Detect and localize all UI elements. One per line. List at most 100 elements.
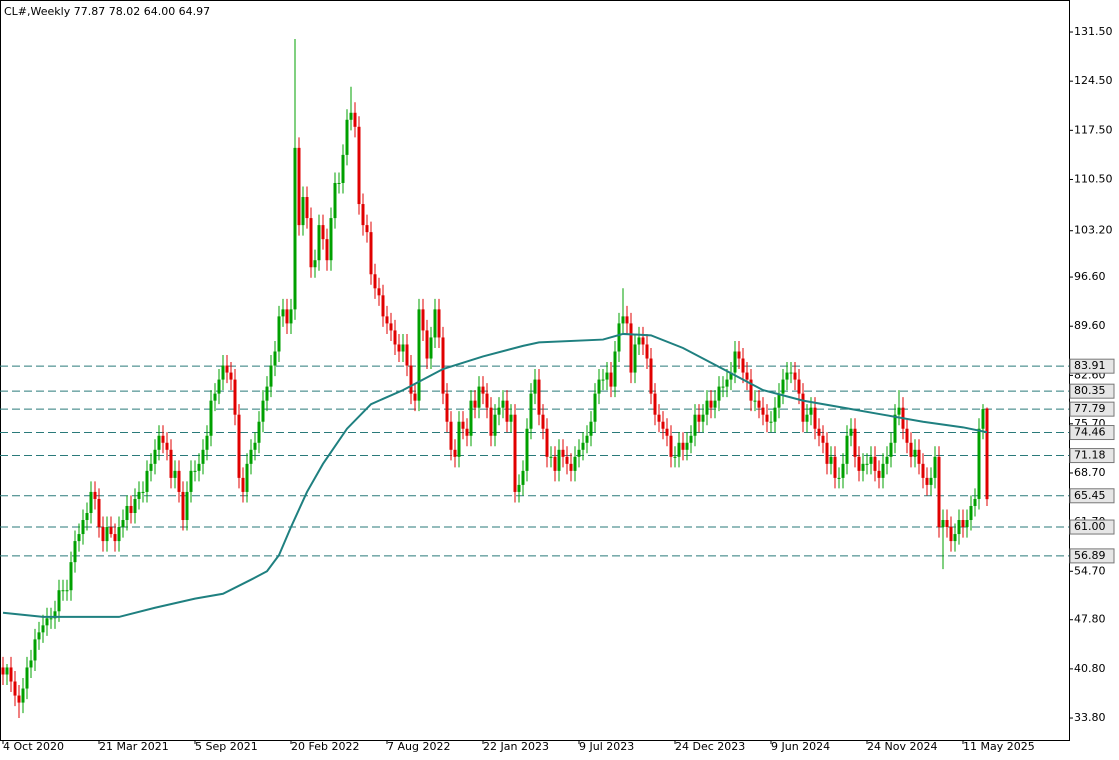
candle-body (809, 407, 813, 415)
candle-body (317, 225, 321, 261)
candle-body (245, 463, 249, 492)
y-tick-label: 96.60 (1074, 270, 1106, 283)
candle-body (585, 435, 589, 443)
candle-body (505, 400, 509, 422)
candle-body (673, 456, 677, 458)
candle-body (313, 260, 317, 268)
candle-body (981, 409, 985, 429)
level-label-box (1069, 358, 1115, 374)
candle-body (81, 520, 85, 535)
candle-body (153, 449, 157, 464)
candle-body (649, 358, 653, 394)
candle-body (341, 154, 345, 183)
candle-body (253, 442, 257, 450)
candle-body (829, 456, 833, 464)
candle-body (641, 337, 645, 345)
candle-body (13, 681, 17, 696)
candle-body (129, 505, 133, 513)
candle-body (537, 379, 541, 415)
candle-body (377, 288, 381, 296)
x-tick-label: 21 Mar 2021 (99, 740, 169, 753)
candle-body (321, 225, 325, 240)
candle-body (541, 414, 545, 429)
candle-body (889, 442, 893, 457)
candle-body (133, 498, 137, 513)
candle-body (489, 407, 493, 436)
candle-body (113, 534, 117, 542)
candle-body (449, 421, 453, 450)
candle-body (529, 393, 533, 429)
candle-body (545, 428, 549, 457)
candle-body (481, 386, 485, 394)
candle-body (241, 477, 245, 492)
candle-body (565, 456, 569, 464)
candle-body (409, 365, 413, 394)
candle-body (741, 358, 745, 373)
candle-body (493, 414, 497, 436)
candle-body (677, 442, 681, 457)
candle-body (881, 463, 885, 478)
candle-body (193, 470, 197, 472)
candle-body (653, 393, 657, 415)
candle-body (237, 414, 241, 478)
level-label: 71.18 (1074, 449, 1106, 462)
candle-body (637, 337, 641, 345)
candle-body (825, 442, 829, 464)
candle-body (937, 456, 941, 528)
candle-body (769, 421, 773, 423)
level-label: 61.00 (1074, 520, 1106, 533)
candle-body (53, 611, 57, 619)
candle-body (645, 344, 649, 359)
candle-body (897, 407, 901, 415)
candle-body (705, 400, 709, 415)
candle-body (273, 351, 277, 366)
candle-body (57, 590, 61, 612)
candle-body (573, 456, 577, 471)
candle-body (793, 372, 797, 380)
candle-body (797, 379, 801, 394)
candle-body (749, 379, 753, 401)
candle-body (337, 182, 341, 184)
candle-body (701, 414, 705, 422)
candle-body (89, 491, 93, 513)
candle-body (729, 372, 733, 380)
candle-body (69, 562, 73, 591)
candle-body (393, 330, 397, 345)
level-label: 77.79 (1074, 402, 1106, 415)
candle-body (613, 351, 617, 387)
level-label-box (1069, 401, 1115, 417)
candle-body (325, 239, 329, 261)
candle-body (685, 442, 689, 450)
candle-body (929, 477, 933, 485)
candle-body (625, 316, 629, 324)
candle-body (857, 456, 861, 471)
candle-body (497, 407, 501, 415)
candle-body (785, 372, 789, 380)
candle-body (217, 379, 221, 394)
candle-body (557, 449, 561, 471)
level-label-box (1069, 448, 1115, 464)
candle-body (121, 520, 125, 528)
candle-body (905, 428, 909, 443)
candle-body (469, 400, 473, 436)
candle-body (589, 421, 593, 436)
candle-body (873, 456, 877, 471)
candle-body (301, 197, 305, 226)
x-tick-label: 24 Dec 2023 (675, 740, 745, 753)
candle-body (45, 618, 49, 626)
candle-body (853, 428, 857, 457)
candle-body (73, 541, 77, 563)
candle-body (401, 344, 405, 352)
candle-body (693, 414, 697, 436)
candle-body (333, 182, 337, 219)
candle-body (437, 309, 441, 338)
candle-body (381, 295, 385, 317)
candle-body (329, 218, 333, 261)
candle-body (633, 344, 637, 373)
candle-body (197, 463, 201, 471)
level-label: 65.45 (1074, 489, 1106, 502)
candle-body (145, 470, 149, 492)
candle-body (181, 491, 185, 521)
candle-body (417, 309, 421, 401)
candle-body (533, 379, 537, 394)
